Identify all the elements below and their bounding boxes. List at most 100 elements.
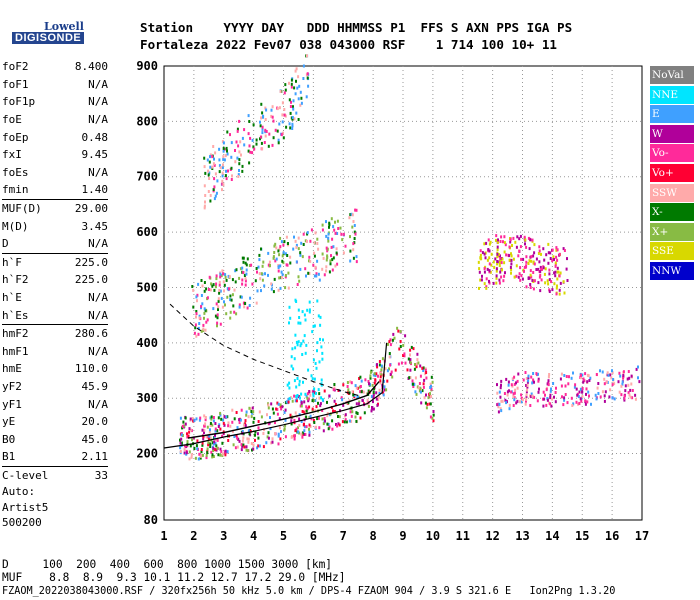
echo-dot	[580, 399, 583, 403]
echo-dot	[355, 208, 358, 212]
echo-dot	[232, 429, 234, 433]
echo-dot	[327, 232, 330, 236]
echo-dot	[573, 385, 576, 389]
echo-dot	[276, 412, 279, 416]
echo-dot	[278, 253, 281, 257]
echo-dot	[492, 260, 495, 264]
echo-dot	[200, 294, 203, 297]
echo-dot	[419, 374, 422, 378]
echo-dot	[204, 418, 207, 422]
echo-dot	[638, 380, 641, 384]
echo-dot	[252, 447, 255, 451]
echo-dot	[274, 432, 276, 436]
echo-dot	[199, 456, 202, 460]
echo-dot	[206, 318, 209, 322]
echo-dot	[279, 264, 282, 268]
echo-dot	[310, 417, 313, 421]
echo-dot	[306, 54, 308, 58]
echo-dot	[199, 416, 202, 420]
echo-dot	[248, 432, 251, 436]
echo-dot	[203, 316, 205, 320]
echo-dot	[272, 290, 275, 294]
echo-dot	[192, 305, 195, 309]
echo-dot	[269, 416, 271, 419]
echo-dot	[299, 344, 302, 348]
echo-dot	[484, 251, 487, 255]
echo-dot	[225, 415, 228, 419]
echo-dot	[540, 268, 543, 271]
echo-dot	[350, 212, 353, 216]
echo-dot	[277, 138, 280, 142]
legend-item: Vo+	[650, 163, 694, 182]
echo-dot	[509, 265, 512, 269]
echo-dot	[517, 372, 520, 376]
echo-dot	[326, 422, 329, 426]
echo-dot	[330, 245, 333, 249]
echo-dot	[431, 416, 434, 420]
echo-dot	[530, 395, 533, 399]
echo-dot	[219, 413, 222, 417]
echo-dot	[186, 435, 189, 439]
param-name: h`F2	[2, 273, 29, 287]
echo-dot	[224, 303, 226, 307]
echo-dot	[383, 388, 386, 392]
echo-dot	[515, 401, 518, 405]
echo-dot	[484, 256, 487, 260]
param-name: C-level	[2, 468, 49, 482]
echo-dot	[240, 153, 242, 157]
echo-dot	[313, 251, 316, 255]
echo-dot	[334, 264, 337, 268]
echo-dot	[250, 263, 253, 267]
echo-dot	[334, 231, 337, 235]
echo-dot	[533, 262, 536, 266]
echo-dot	[298, 379, 301, 383]
echo-dot	[499, 407, 502, 411]
electron-density-profile	[163, 342, 388, 449]
echo-dot	[546, 382, 549, 386]
echo-dot	[529, 273, 532, 277]
echo-dot	[261, 264, 264, 268]
echo-dot	[326, 254, 329, 258]
echo-dot	[587, 390, 590, 394]
echo-dot	[245, 445, 248, 449]
echo-dot	[333, 386, 336, 390]
echo-dot	[335, 251, 338, 255]
echo-dot	[333, 388, 336, 392]
echo-dot	[205, 456, 208, 460]
echo-dot	[276, 401, 279, 405]
echo-dot	[298, 383, 301, 387]
echo-dot	[354, 208, 357, 212]
echo-dot	[374, 374, 377, 377]
echo-dot	[337, 415, 339, 418]
echo-dot	[537, 281, 540, 285]
echo-dot	[488, 269, 491, 273]
echo-dot	[514, 388, 517, 392]
echo-dot	[201, 441, 204, 445]
echo-dot	[301, 431, 304, 435]
echo-dot	[295, 79, 297, 83]
echo-dot	[358, 377, 361, 380]
echo-dot	[216, 438, 219, 442]
y-tick-label: 800	[136, 114, 158, 128]
echo-dot	[219, 453, 222, 457]
echo-dot	[256, 446, 259, 450]
echo-dot	[217, 297, 220, 301]
echo-dot	[549, 257, 552, 260]
echo-dot	[209, 445, 212, 448]
echo-dot	[525, 285, 528, 289]
echo-dot	[344, 244, 347, 248]
echo-dot	[426, 402, 429, 406]
echo-dot	[234, 160, 237, 164]
param-value: 20.0	[81, 415, 109, 429]
echo-dot	[540, 278, 543, 282]
echo-dot	[270, 402, 273, 406]
echo-dot	[551, 288, 554, 292]
echo-dot	[508, 407, 511, 411]
echo-dot	[321, 252, 324, 256]
echo-dot	[509, 238, 512, 242]
echo-dot	[503, 250, 506, 254]
echo-dot	[221, 182, 224, 186]
echo-dot	[214, 194, 217, 198]
echo-dot	[217, 425, 220, 428]
echo-dot	[262, 260, 265, 264]
